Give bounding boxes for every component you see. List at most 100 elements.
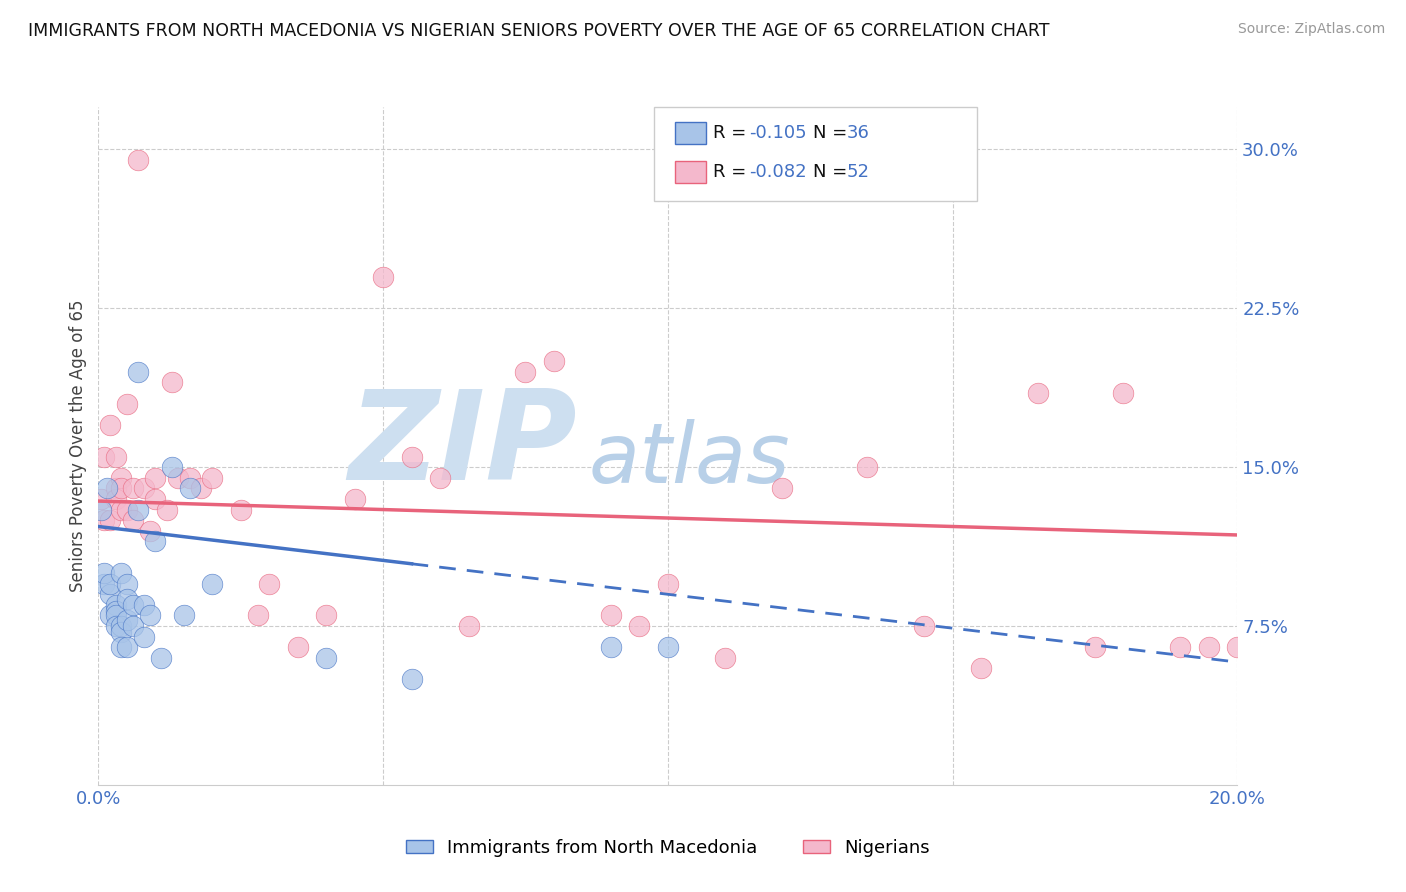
Point: [138, 524, 160, 538]
Text: -0.082: -0.082: [749, 163, 807, 181]
Point: [110, 502, 132, 516]
Point: [515, 365, 537, 379]
Point: [657, 640, 679, 655]
Text: R =: R =: [713, 124, 752, 142]
Point: [110, 471, 132, 485]
Point: [1112, 386, 1135, 401]
Point: [132, 630, 155, 644]
Point: [259, 576, 281, 591]
Point: [90, 491, 112, 506]
Point: [657, 576, 679, 591]
Y-axis label: Seniors Poverty Over the Age of 65: Seniors Poverty Over the Age of 65: [69, 300, 87, 592]
Point: [173, 608, 195, 623]
Point: [1170, 640, 1192, 655]
Point: [162, 376, 184, 390]
Point: [1198, 640, 1220, 655]
Point: [145, 534, 167, 549]
Point: [373, 269, 395, 284]
Point: [115, 502, 138, 516]
Text: -0.105: -0.105: [749, 124, 807, 142]
Point: [970, 661, 993, 675]
Point: [162, 460, 184, 475]
Text: atlas: atlas: [588, 419, 790, 500]
Point: [104, 491, 127, 506]
Point: [179, 482, 201, 496]
Point: [98, 608, 121, 623]
Point: [287, 640, 309, 655]
Point: [115, 613, 138, 627]
Point: [600, 608, 623, 623]
Point: [104, 619, 127, 633]
Point: [229, 502, 252, 516]
Point: [115, 591, 138, 606]
Point: [201, 576, 224, 591]
Point: [401, 672, 423, 686]
Point: [138, 608, 160, 623]
Point: [600, 640, 623, 655]
Point: [98, 576, 121, 591]
Point: [201, 471, 224, 485]
Point: [132, 598, 155, 612]
Point: [190, 482, 212, 496]
Point: [110, 640, 132, 655]
Point: [912, 619, 935, 633]
Point: [132, 482, 155, 496]
Text: ZIP: ZIP: [349, 385, 576, 507]
Point: [628, 619, 651, 633]
Point: [429, 471, 451, 485]
Point: [93, 513, 115, 527]
Point: [121, 482, 143, 496]
Point: [121, 598, 143, 612]
Text: 52: 52: [846, 163, 869, 181]
Point: [246, 608, 269, 623]
Point: [1226, 640, 1249, 655]
Point: [115, 576, 138, 591]
Point: [856, 460, 879, 475]
Point: [150, 651, 173, 665]
Point: [457, 619, 479, 633]
Point: [104, 450, 127, 464]
Text: 36: 36: [846, 124, 869, 142]
Point: [115, 396, 138, 410]
Point: [145, 471, 167, 485]
Point: [401, 450, 423, 464]
Point: [121, 619, 143, 633]
Point: [110, 566, 132, 581]
Point: [104, 598, 127, 612]
Point: [145, 491, 167, 506]
Point: [315, 608, 337, 623]
Point: [1026, 386, 1049, 401]
Point: [90, 502, 112, 516]
Point: [104, 608, 127, 623]
Point: [714, 651, 737, 665]
Point: [343, 491, 366, 506]
Point: [315, 651, 337, 665]
Point: [110, 619, 132, 633]
Text: R =: R =: [713, 163, 752, 181]
Point: [98, 513, 121, 527]
Text: IMMIGRANTS FROM NORTH MACEDONIA VS NIGERIAN SENIORS POVERTY OVER THE AGE OF 65 C: IMMIGRANTS FROM NORTH MACEDONIA VS NIGER…: [28, 22, 1050, 40]
Point: [104, 604, 127, 618]
Point: [770, 482, 793, 496]
Point: [93, 450, 115, 464]
Text: Source: ZipAtlas.com: Source: ZipAtlas.com: [1237, 22, 1385, 37]
Point: [98, 587, 121, 601]
Point: [93, 566, 115, 581]
Point: [156, 502, 179, 516]
Point: [1084, 640, 1107, 655]
Point: [110, 482, 132, 496]
Text: N =: N =: [813, 124, 852, 142]
Point: [127, 153, 149, 167]
Point: [96, 482, 118, 496]
Point: [179, 471, 201, 485]
Point: [543, 354, 565, 368]
Point: [127, 365, 149, 379]
Point: [110, 625, 132, 640]
Point: [104, 482, 127, 496]
Point: [98, 417, 121, 432]
Legend: Immigrants from North Macedonia, Nigerians: Immigrants from North Macedonia, Nigeria…: [398, 831, 938, 864]
Point: [167, 471, 190, 485]
Point: [127, 502, 149, 516]
Point: [93, 576, 115, 591]
Text: N =: N =: [813, 163, 852, 181]
